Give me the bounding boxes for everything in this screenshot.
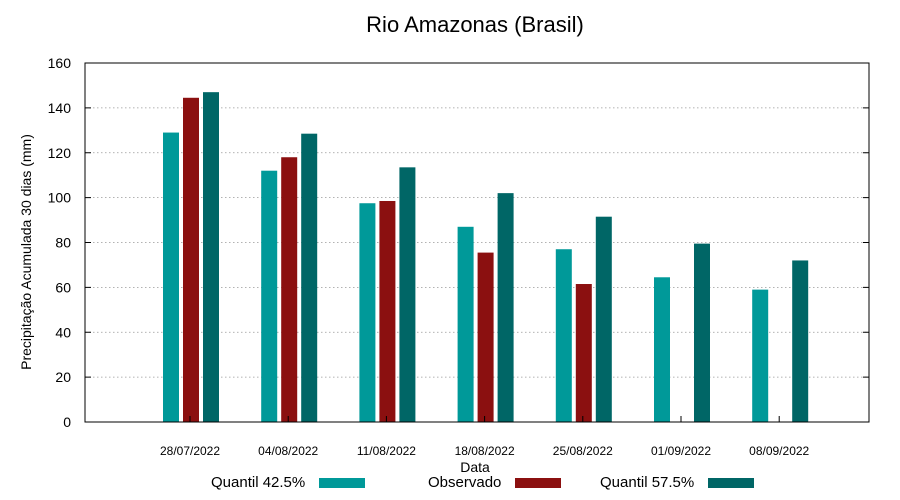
x-tick-label: 18/08/2022	[455, 444, 515, 458]
bar	[301, 133, 318, 422]
x-tick-label: 28/07/2022	[160, 444, 220, 458]
legend-item-observado: Observado	[428, 474, 562, 491]
y-axis-ticks: 0 20 40 60 80 100 120 140 160	[48, 55, 869, 430]
legend-label: Observado	[428, 474, 502, 491]
bar	[575, 284, 592, 422]
legend-label: Quantil 42.5%	[211, 474, 306, 491]
x-axis-ticks: 28/07/2022 04/08/2022 11/08/2022 18/08/2022…	[160, 416, 810, 458]
y-tick-label: 80	[55, 235, 71, 251]
grid-lines	[85, 107, 869, 378]
x-tick-label: 04/08/2022	[258, 444, 318, 458]
bar	[595, 216, 612, 422]
bar	[457, 226, 474, 422]
x-tick-label: 01/09/2022	[651, 444, 711, 458]
x-tick-label: 08/09/2022	[749, 444, 809, 458]
bar	[497, 193, 514, 422]
bar	[654, 277, 670, 422]
y-tick-label: 20	[55, 369, 71, 385]
bar	[163, 132, 179, 422]
legend-label: Quantil 57.5%	[600, 474, 695, 491]
legend: Quantil 42.5% Observado Quantil 57.5%	[0, 474, 900, 496]
y-tick-label: 0	[63, 414, 71, 430]
bar	[183, 97, 199, 422]
x-axis-label: Data	[460, 459, 490, 475]
bar	[555, 249, 572, 422]
bar	[379, 200, 396, 422]
bars	[163, 92, 809, 423]
bar	[792, 260, 809, 422]
chart-title: Rio Amazonas (Brasil)	[366, 12, 584, 37]
legend-swatch	[708, 477, 755, 488]
bar	[203, 92, 219, 422]
y-tick-label: 60	[55, 279, 71, 295]
bar	[399, 167, 416, 422]
y-tick-label: 100	[48, 190, 72, 206]
bar	[359, 203, 376, 422]
legend-item-quantil-57: Quantil 57.5%	[600, 474, 755, 491]
legend-swatch	[319, 477, 366, 488]
y-tick-label: 160	[48, 55, 72, 71]
x-tick-label: 25/08/2022	[553, 444, 613, 458]
legend-swatch	[515, 477, 562, 488]
legend-item-quantil-42: Quantil 42.5%	[211, 474, 366, 491]
bar	[694, 243, 710, 422]
bar	[281, 157, 298, 423]
y-tick-label: 40	[55, 324, 71, 340]
bar	[477, 252, 494, 422]
y-axis-label: Precipitação Acumulada 30 dias (mm)	[18, 134, 34, 370]
bar	[261, 170, 278, 422]
y-tick-label: 120	[48, 145, 72, 161]
bar	[752, 289, 769, 422]
y-tick-label: 140	[48, 100, 72, 116]
x-tick-label: 11/08/2022	[357, 444, 416, 458]
